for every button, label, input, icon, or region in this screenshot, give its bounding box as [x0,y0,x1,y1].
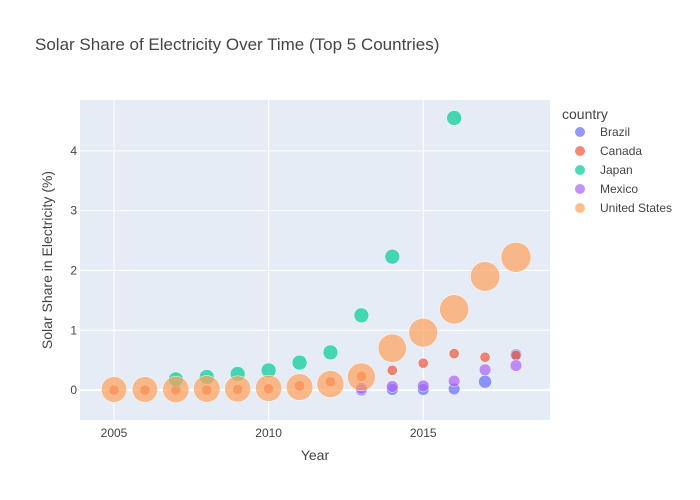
data-point[interactable] [162,376,190,403]
data-point[interactable] [448,348,460,359]
y-tick-label: 0 [70,383,77,397]
x-tick-label: 2010 [255,426,282,440]
y-tick-label: 1 [70,323,77,337]
data-point[interactable] [386,365,398,376]
data-point[interactable] [316,370,345,398]
data-point[interactable] [439,294,470,325]
legend-label: Mexico [600,182,638,196]
legend-item[interactable]: Mexico [575,182,638,196]
legend-title: country [562,106,608,122]
legend-label: Japan [600,163,633,177]
legend-items: Brazil Canada Japan Mexico United States [575,125,672,215]
data-point[interactable] [322,344,339,361]
data-point[interactable] [347,362,376,392]
y-tick-label: 2 [70,263,77,277]
data-point[interactable] [478,374,492,389]
legend-item[interactable]: Canada [575,144,642,158]
data-point[interactable] [255,374,283,402]
data-point[interactable] [285,373,314,401]
legend-label: Canada [600,144,642,158]
data-point[interactable] [384,248,401,265]
legend-label: United States [600,201,672,215]
legend-marker [575,127,585,137]
data-point[interactable] [509,359,523,372]
data-point[interactable] [510,350,522,361]
data-point[interactable] [417,379,430,393]
legend-item[interactable]: Japan [575,163,633,177]
data-point[interactable] [224,375,252,403]
y-tick-label: 3 [70,204,77,218]
data-points [100,110,532,403]
legend-marker [575,146,585,156]
series-united-states [100,242,532,403]
axis-ticks: 2005 2010 2015 0 1 2 3 4 [70,144,437,440]
data-point[interactable] [100,376,128,403]
data-point[interactable] [470,261,501,292]
legend: country Brazil Canada Japan Mexico United St… [562,106,672,215]
y-axis-title: Solar Share in Electricity (%) [39,171,55,349]
data-point[interactable] [478,363,492,376]
chart-title: Solar Share of Electricity Over Time (To… [35,35,439,54]
data-point[interactable] [447,374,461,388]
data-point[interactable] [291,354,308,371]
data-point[interactable] [193,375,221,403]
data-point[interactable] [386,380,399,393]
x-tick-label: 2015 [410,426,437,440]
legend-item[interactable]: Brazil [575,125,630,139]
legend-label: Brazil [600,125,630,139]
data-point[interactable] [417,357,429,369]
data-point[interactable] [446,110,462,126]
data-point[interactable] [408,317,438,348]
legend-item[interactable]: United States [575,201,672,215]
legend-marker [575,184,585,194]
data-point[interactable] [500,242,532,273]
legend-marker [575,203,585,213]
data-point[interactable] [377,333,407,363]
series-japan [168,110,462,388]
legend-marker [575,165,585,175]
y-tick-label: 4 [70,144,77,158]
data-point[interactable] [353,307,370,324]
grid-lines [80,100,550,420]
data-point[interactable] [131,376,158,403]
data-point[interactable] [479,351,491,363]
x-axis-title: Year [301,447,330,463]
plot-area [80,100,550,420]
x-tick-label: 2005 [101,426,128,440]
